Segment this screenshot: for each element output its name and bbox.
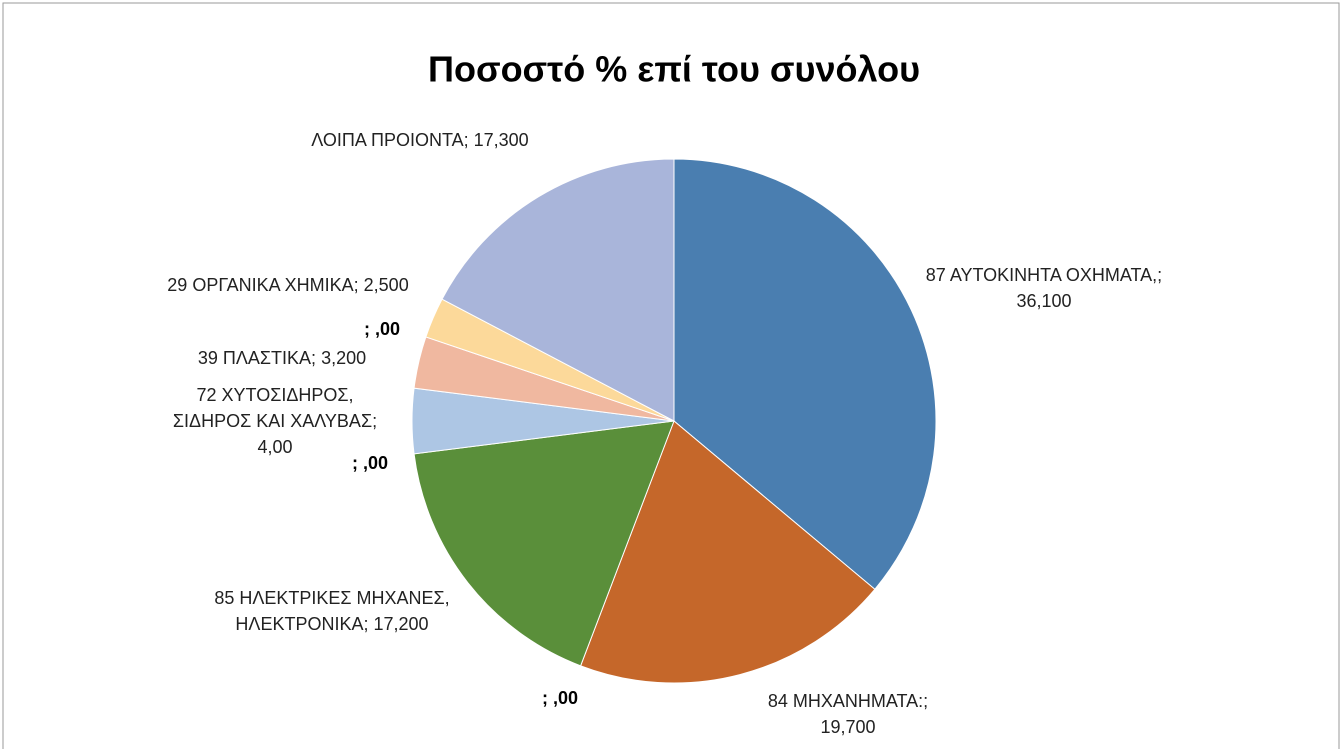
- data-label: 29 ΟΡΓΑΝΙΚΑ ΧΗΜΙΚΑ; 2,500: [158, 272, 418, 298]
- label-category: 87 ΑΥΤΟΚΙΝΗΤΑ ΟΧΗΜΑΤΑ,;: [925, 265, 1163, 285]
- label-value: ,00: [362, 453, 389, 473]
- label-category: 85 ΗΛΕΚΤΡΙΚΕΣ ΜΗΧΑΝΕΣ, ΗΛΕΚΤΡΟΝΙΚΑ;: [214, 588, 450, 634]
- label-value: 17,200: [373, 614, 429, 634]
- pie-slice: [673, 158, 937, 590]
- label-value: ,00: [552, 688, 579, 708]
- label-value: ,00: [374, 319, 401, 339]
- label-category: 39 ΠΛΑΣΤΙΚΑ;: [197, 348, 317, 368]
- data-label: 72 ΧΥΤΟΣΙΔΗΡΟΣ, ΣΙΔΗΡΟΣ ΚΑΙ ΧΑΛΥΒΑΣ; 4,0…: [160, 382, 390, 460]
- label-category: 72 ΧΥΤΟΣΙΔΗΡΟΣ, ΣΙΔΗΡΟΣ ΚΑΙ ΧΑΛΥΒΑΣ;: [172, 385, 378, 431]
- pie-slice: [579, 420, 876, 684]
- label-category: ΛΟΙΠΑ ΠΡΟΙΟΝΤΑ;: [311, 130, 469, 150]
- label-value: 3,200: [321, 348, 367, 368]
- data-label: 87 ΑΥΤΟΚΙΝΗΤΑ ΟΧΗΜΑΤΑ,; 36,100: [924, 262, 1164, 314]
- pie-slice: [413, 420, 675, 667]
- data-label: ΛΟΙΠΑ ΠΡΟΙΟΝΤΑ; 17,300: [295, 127, 545, 153]
- label-value: 19,700: [820, 717, 876, 737]
- data-label: 85 ΗΛΕΚΤΡΙΚΕΣ ΜΗΧΑΝΕΣ, ΗΛΕΚΤΡΟΝΙΚΑ; 17,2…: [212, 585, 452, 637]
- label-category: 84 ΜΗΧΑΝΗΜΑΤΑ:;: [767, 691, 929, 711]
- pie-slice: [441, 158, 675, 422]
- data-label: ; ,00: [342, 316, 422, 342]
- data-label: 84 ΜΗΧΑΝΗΜΑΤΑ:; 19,700: [748, 688, 948, 740]
- label-category: ;: [541, 688, 548, 708]
- data-label: ; ,00: [330, 450, 410, 476]
- data-label: ; ,00: [520, 685, 600, 711]
- label-value: 17,300: [473, 130, 529, 150]
- label-value: 4,00: [257, 437, 293, 457]
- label-value: 2,500: [363, 275, 409, 295]
- data-label: 39 ΠΛΑΣΤΙΚΑ; 3,200: [152, 345, 412, 371]
- label-category: ;: [351, 453, 358, 473]
- label-category: ;: [363, 319, 370, 339]
- label-category: 29 ΟΡΓΑΝΙΚΑ ΧΗΜΙΚΑ;: [167, 275, 359, 295]
- label-value: 36,100: [1016, 291, 1072, 311]
- chart-title: Ποσοστό % επί του συνόλου: [428, 49, 920, 90]
